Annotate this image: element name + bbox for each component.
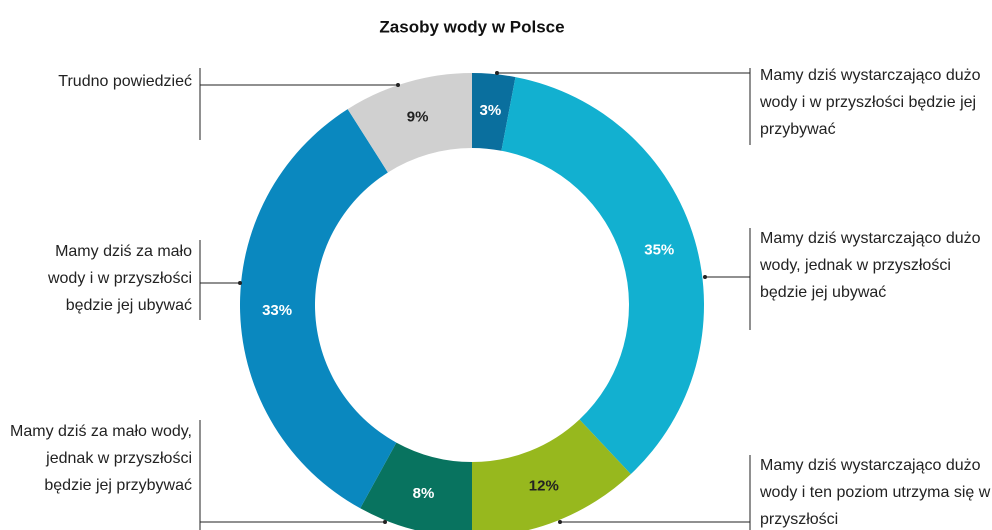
callout-dot: [396, 83, 400, 87]
callout-dot: [703, 275, 707, 279]
chart-title: Zasoby wody w Polsce: [379, 17, 564, 36]
slice-label: 33%: [262, 302, 292, 319]
callout-dot: [383, 520, 387, 524]
category-label: Mamy dziś wystarczająco dużo wody i ten …: [760, 457, 991, 528]
donut-slice: [501, 77, 705, 475]
donut-slice: [472, 419, 631, 530]
callout-dot: [558, 520, 562, 524]
callout-dot: [238, 281, 242, 285]
category-label: Mamy dziś za mało wody i w przyszłości b…: [47, 243, 192, 314]
category-label: Mamy dziś wystarczająco dużo wody i w pr…: [760, 67, 981, 138]
slice-label: 35%: [644, 242, 674, 259]
slice-label: 3%: [480, 102, 502, 119]
donut-slice: [360, 442, 472, 530]
donut-slice: [239, 109, 397, 509]
callout-dot: [495, 71, 499, 75]
category-label: Trudno powiedzieć: [58, 73, 192, 90]
slice-label: 12%: [529, 477, 559, 494]
donut-slice: [347, 73, 472, 173]
category-label: Mamy dziś za mało wody, jednak w przyszł…: [10, 423, 192, 494]
slice-label: 9%: [407, 109, 429, 126]
slice-label: 8%: [413, 485, 435, 502]
category-label: Mamy dziś wystarczająco dużo wody, jedna…: [760, 230, 981, 301]
donut-slice: [472, 73, 516, 151]
